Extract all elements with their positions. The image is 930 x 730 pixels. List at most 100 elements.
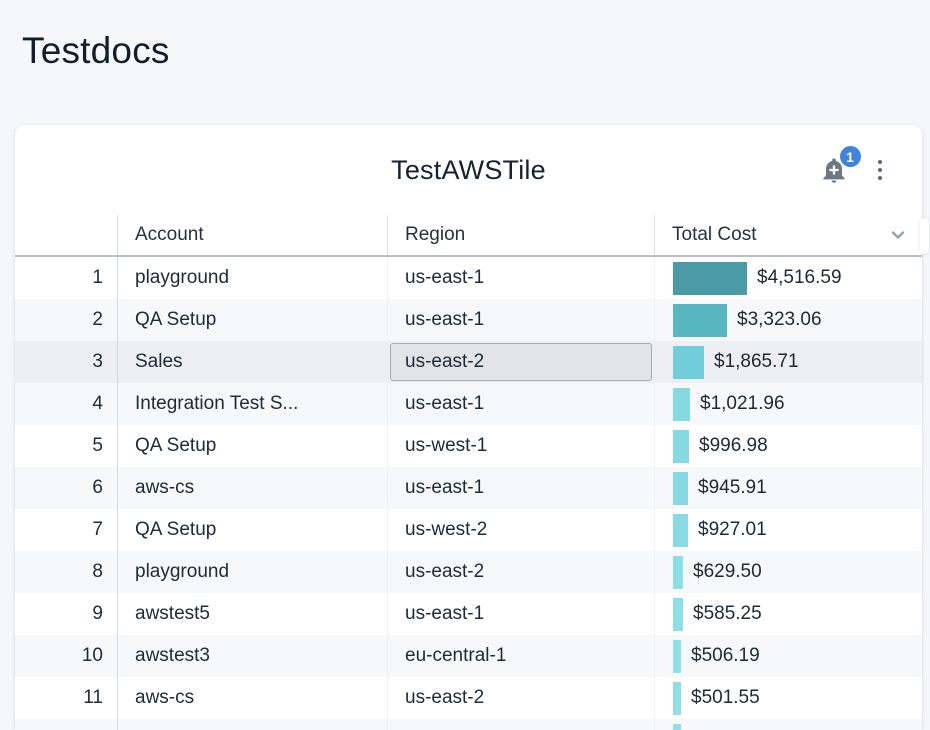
account-cell[interactable]: awstest3 (118, 635, 388, 677)
page-title: Testdocs (22, 30, 170, 71)
total-cost-cell[interactable]: $945.91 (655, 467, 922, 509)
region-cell (388, 719, 655, 730)
table-row[interactable]: 2 QA Setup us-east-1 $3,323.06 (15, 299, 922, 341)
table-row[interactable]: 1 playground us-east-1 $4,516.59 (15, 257, 922, 299)
region-value: us-east-1 (405, 393, 485, 414)
region-cell[interactable]: us-east-2 (388, 341, 655, 383)
cost-value: $501.55 (691, 687, 760, 708)
region-cell[interactable]: us-east-1 (388, 593, 655, 635)
row-index: 1 (15, 257, 118, 299)
account-cell[interactable]: aws-cs (118, 467, 388, 509)
account-cell[interactable]: QA Setup (118, 509, 388, 551)
cost-bar (673, 639, 681, 673)
scrollbar-thumb[interactable] (920, 218, 929, 254)
table-row[interactable]: 11 aws-cs us-east-2 $501.55 (15, 677, 922, 719)
account-cell (118, 719, 388, 730)
region-cell[interactable]: us-east-2 (388, 677, 655, 719)
cost-bar (673, 471, 688, 505)
row-index: 2 (15, 299, 118, 341)
account-cell[interactable]: QA Setup (118, 299, 388, 341)
region-cell[interactable]: us-west-2 (388, 509, 655, 551)
region-cell[interactable]: us-east-1 (388, 383, 655, 425)
cost-value: $4,516.59 (757, 267, 842, 288)
region-value: us-east-2 (405, 561, 485, 582)
selected-cell-outline (390, 343, 652, 381)
table-row[interactable]: 8 playground us-east-2 $629.50 (15, 551, 922, 593)
cost-value: $1,865.71 (714, 351, 799, 372)
region-value: us-east-2 (405, 351, 485, 372)
region-cell[interactable]: us-west-1 (388, 425, 655, 467)
table-row[interactable]: 7 QA Setup us-west-2 $927.01 (15, 509, 922, 551)
cost-bar (673, 513, 688, 547)
row-index (15, 719, 118, 730)
row-index: 6 (15, 467, 118, 509)
region-value: us-east-1 (405, 267, 485, 288)
region-cell[interactable]: us-east-1 (388, 467, 655, 509)
chevron-down-icon[interactable] (888, 225, 908, 245)
region-cell[interactable]: us-east-1 (388, 299, 655, 341)
region-cell[interactable]: eu-central-1 (388, 635, 655, 677)
table-row[interactable]: 3 Sales us-east-2 $1,865.71 (15, 341, 922, 383)
column-header-account[interactable]: Account (118, 215, 388, 255)
cost-bar (673, 597, 683, 631)
row-index: 4 (15, 383, 118, 425)
bell-plus-icon (820, 158, 848, 188)
region-value: us-west-1 (405, 435, 488, 456)
cost-value: $1,021.96 (700, 393, 785, 414)
region-value: us-west-2 (405, 519, 488, 540)
alerts-button[interactable]: 1 (820, 146, 861, 184)
cost-value: $945.91 (698, 477, 767, 498)
cost-bar (673, 303, 727, 337)
cost-bar (673, 261, 747, 295)
tile-title: TestAWSTile (391, 154, 546, 185)
cost-bar (673, 723, 681, 730)
column-header-region[interactable]: Region (388, 215, 655, 255)
total-cost-cell[interactable]: $996.98 (655, 425, 922, 467)
total-cost-cell[interactable]: $3,323.06 (655, 299, 922, 341)
account-cell[interactable]: awstest5 (118, 593, 388, 635)
table-row[interactable]: 10 awstest3 eu-central-1 $506.19 (15, 635, 922, 677)
account-cell[interactable]: aws-cs (118, 677, 388, 719)
row-index: 3 (15, 341, 118, 383)
region-value: us-east-2 (405, 687, 485, 708)
table-row[interactable]: 9 awstest5 us-east-1 $585.25 (15, 593, 922, 635)
table-header-row: Account Region Total Cost (15, 215, 922, 257)
total-cost-cell[interactable]: $1,021.96 (655, 383, 922, 425)
total-cost-cell[interactable]: $506.19 (655, 635, 922, 677)
table-row[interactable]: 4 Integration Test S... us-east-1 $1,021.96 (15, 383, 922, 425)
region-cell[interactable]: us-east-2 (388, 551, 655, 593)
row-index: 8 (15, 551, 118, 593)
kebab-menu-button[interactable] (872, 156, 889, 185)
kebab-dot (877, 175, 882, 181)
total-cost-cell[interactable]: $585.25 (655, 593, 922, 635)
account-cell[interactable]: Sales (118, 341, 388, 383)
cost-bar (673, 345, 704, 379)
alert-count-badge: 1 (839, 146, 861, 167)
account-cell[interactable]: QA Setup (118, 425, 388, 467)
kebab-dot (877, 167, 882, 173)
total-cost-cell[interactable]: $629.50 (655, 551, 922, 593)
row-index: 5 (15, 425, 118, 467)
cost-bar (673, 387, 690, 421)
kebab-dot (877, 159, 882, 165)
account-cell[interactable]: playground (118, 257, 388, 299)
region-cell[interactable]: us-east-1 (388, 257, 655, 299)
account-cell[interactable]: playground (118, 551, 388, 593)
tile-card: TestAWSTile 1 Account Region Total Cost (15, 125, 922, 730)
tile-header: TestAWSTile 1 (15, 125, 922, 215)
total-cost-cell[interactable]: $501.55 (655, 677, 922, 719)
total-cost-cell[interactable]: $927.01 (655, 509, 922, 551)
region-value: us-east-1 (405, 477, 485, 498)
cost-value: $629.50 (693, 561, 762, 582)
account-cell[interactable]: Integration Test S... (118, 383, 388, 425)
row-index: 7 (15, 509, 118, 551)
cost-value: $506.19 (691, 645, 760, 666)
column-header-total-cost[interactable]: Total Cost (655, 215, 922, 255)
table-row[interactable]: 5 QA Setup us-west-1 $996.98 (15, 425, 922, 467)
total-cost-cell[interactable]: $4,516.59 (655, 257, 922, 299)
cost-value: $996.98 (699, 435, 768, 456)
total-cost-cell[interactable]: $1,865.71 (655, 341, 922, 383)
table-row[interactable]: 6 aws-cs us-east-1 $945.91 (15, 467, 922, 509)
table-row-partial[interactable] (15, 719, 922, 730)
cost-bar (673, 555, 683, 589)
